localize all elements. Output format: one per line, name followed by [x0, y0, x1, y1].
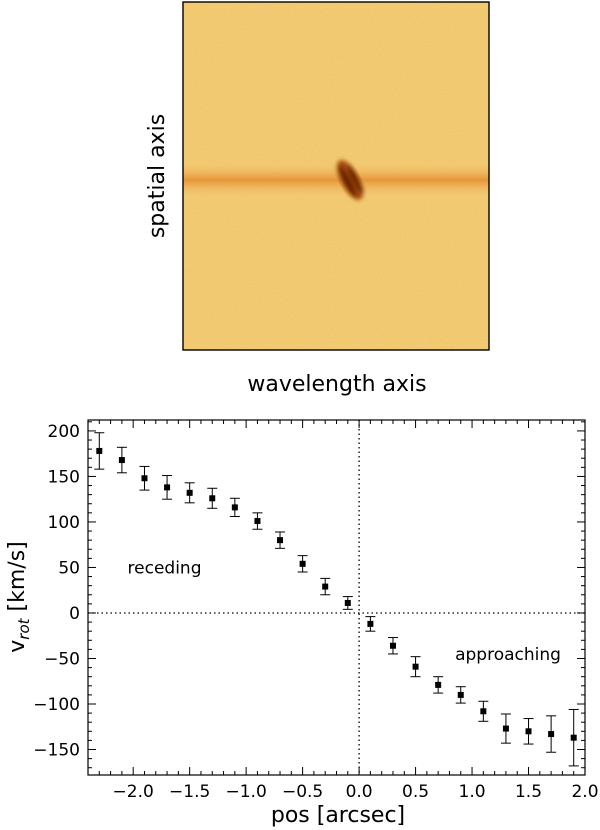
- data-point: [277, 537, 284, 544]
- data-point: [299, 560, 306, 567]
- y-tick-label: 0: [69, 604, 80, 624]
- x-tick-label: 1.0: [459, 782, 486, 802]
- data-point-group: [275, 531, 286, 549]
- data-point: [525, 728, 532, 735]
- data-point: [118, 457, 125, 464]
- data-point: [412, 663, 419, 670]
- data-point-group: [94, 432, 105, 470]
- reference-lines: [88, 420, 585, 775]
- data-point: [231, 504, 238, 511]
- data-point-group: [116, 446, 127, 474]
- data-point-group: [500, 713, 511, 744]
- y-axis-ticks: 200 150 100 50 0 −50 −100 −150: [33, 421, 585, 769]
- data-point-group: [523, 718, 534, 745]
- plot-frame: [87, 419, 586, 776]
- annotations: receding approaching: [128, 558, 561, 664]
- data-point: [322, 583, 329, 590]
- data-point-group: [478, 700, 489, 722]
- y-tick-label: −50: [44, 649, 80, 669]
- x-tick-label: 1.5: [515, 782, 542, 802]
- data-point: [570, 734, 577, 741]
- y-axis-label-sub: rot: [15, 617, 33, 639]
- x-tick-label: −0.5: [282, 782, 323, 802]
- data-point: [209, 495, 216, 502]
- data-point-group: [410, 656, 421, 678]
- y-axis-label-main: v: [5, 640, 30, 653]
- annotation-label: receding: [128, 558, 202, 578]
- rotation-curve-chart: 200 150 100 50 0 −50 −100 −150 −2.0 −1.5 −1.0 −0.5…: [5, 419, 599, 828]
- x-tick-label: −1.0: [225, 782, 266, 802]
- data-point: [164, 484, 171, 491]
- x-axis-label: pos [arcsec]: [271, 803, 405, 828]
- data-point: [480, 708, 487, 715]
- data-points: [94, 432, 579, 767]
- spectrum-x-label: wavelength axis: [247, 372, 426, 397]
- data-point-group: [433, 676, 444, 694]
- y-axis-label-units: [km/s]: [5, 541, 30, 618]
- y-tick-label: 150: [48, 467, 80, 487]
- spectrum-image: [183, 2, 489, 350]
- data-point: [254, 518, 261, 525]
- data-point-group: [297, 555, 308, 573]
- continuum-band: [183, 160, 489, 200]
- x-tick-label: −2.0: [113, 782, 154, 802]
- data-point: [367, 620, 374, 627]
- data-point-group: [229, 497, 240, 517]
- data-point-group: [568, 708, 579, 767]
- y-tick-label: 200: [48, 422, 80, 442]
- data-point-group: [365, 616, 376, 632]
- data-point-group: [252, 512, 263, 530]
- data-point: [435, 681, 442, 688]
- data-point: [141, 475, 148, 482]
- y-tick-label: 50: [58, 558, 80, 578]
- spectrum-y-label: spatial axis: [145, 114, 170, 238]
- data-point-group: [455, 686, 466, 704]
- emission-line-feature: [336, 160, 364, 200]
- data-point-group: [139, 465, 150, 491]
- annotation-label: approaching: [455, 645, 561, 665]
- data-point: [186, 489, 193, 496]
- data-point: [548, 731, 555, 738]
- data-point: [389, 642, 396, 649]
- data-point: [96, 447, 103, 454]
- x-tick-label: 2.0: [571, 782, 598, 802]
- data-point: [457, 691, 464, 698]
- data-point-group: [207, 487, 218, 509]
- data-point: [502, 725, 509, 732]
- x-tick-label: 0.0: [346, 782, 373, 802]
- y-tick-label: −150: [33, 741, 80, 761]
- y-tick-label: −100: [33, 695, 80, 715]
- y-tick-label: 100: [48, 513, 80, 533]
- x-tick-label: 0.5: [402, 782, 429, 802]
- x-tick-label: −1.5: [169, 782, 210, 802]
- data-point-group: [387, 637, 398, 655]
- data-point-group: [342, 596, 353, 610]
- data-point: [344, 599, 351, 606]
- x-axis-ticks: −2.0 −1.5 −1.0 −0.5 0.0 0.5 1.0 1.5 2.0: [87, 420, 599, 802]
- y-axis-label: vrot [km/s]: [5, 541, 33, 652]
- data-point-group: [320, 577, 331, 596]
- data-point-group: [162, 475, 173, 500]
- data-point-group: [546, 715, 557, 753]
- data-point-group: [184, 482, 195, 504]
- spectrum-frame: [182, 1, 490, 351]
